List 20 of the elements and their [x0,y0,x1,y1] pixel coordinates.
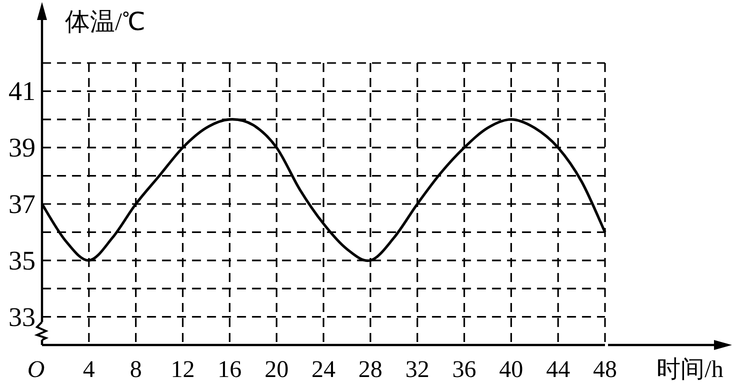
x-tick-label: 20 [264,357,289,383]
x-tick-label: 24 [312,357,336,383]
y-tick-label: 39 [8,132,36,163]
y-tick-label: 33 [8,302,36,332]
x-tick-label: 44 [546,357,570,383]
x-axis-title: 时间/h [656,357,724,383]
x-tick-label: 8 [130,357,142,383]
x-tick-label: 40 [499,357,524,383]
y-axis-title: 体温/℃ [65,9,145,36]
x-tick-label: 32 [405,357,430,383]
x-tick-label: O [27,357,45,383]
x-tick-label: 16 [218,357,242,383]
y-tick-label: 41 [8,76,36,106]
x-tick-label: 48 [593,357,617,383]
x-tick-label: 12 [170,357,195,383]
y-tick-label: 37 [8,189,36,219]
x-tick-label: 36 [452,357,476,383]
y-tick-label: 35 [8,245,36,276]
x-tick-label: 28 [358,357,382,383]
x-tick-label: 4 [82,357,95,383]
